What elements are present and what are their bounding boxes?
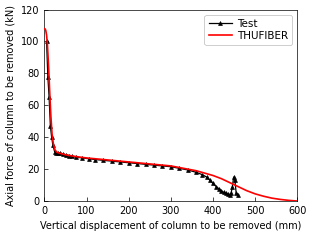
Test: [80, 156, 84, 159]
Test: [61, 153, 65, 155]
THUFIBER: [85, 156, 89, 159]
Test: [51, 144, 55, 147]
THUFIBER: [144, 162, 148, 165]
THUFIBER: [43, 27, 47, 30]
Y-axis label: Axial force of column to be removed (kN): Axial force of column to be removed (kN): [6, 5, 16, 206]
Test: [48, 125, 52, 128]
THUFIBER: [270, 197, 274, 200]
Legend: Test, THUFIBER: Test, THUFIBER: [204, 15, 292, 45]
THUFIBER: [152, 163, 156, 166]
Test: [217, 188, 221, 191]
THUFIBER: [50, 132, 54, 135]
Test: [231, 185, 234, 188]
THUFIBER: [161, 164, 164, 167]
THUFIBER: [169, 164, 173, 167]
Test: [228, 193, 232, 196]
Test: [67, 154, 71, 157]
THUFIBER: [119, 160, 122, 163]
X-axis label: Vertical displacement of column to be removed (mm): Vertical displacement of column to be re…: [40, 221, 302, 232]
THUFIBER: [245, 189, 249, 192]
Test: [186, 169, 190, 171]
Test: [161, 164, 164, 167]
Test: [59, 152, 62, 155]
THUFIBER: [102, 158, 105, 161]
THUFIBER: [295, 200, 299, 202]
THUFIBER: [61, 153, 65, 155]
THUFIBER: [203, 172, 207, 174]
THUFIBER: [48, 96, 52, 99]
Line: THUFIBER: THUFIBER: [45, 29, 297, 201]
THUFIBER: [58, 152, 61, 155]
THUFIBER: [68, 154, 72, 157]
THUFIBER: [279, 198, 282, 201]
Test: [110, 160, 114, 163]
Test: [178, 167, 181, 170]
THUFIBER: [53, 149, 57, 151]
Test: [50, 136, 53, 139]
Test: [220, 189, 223, 192]
Test: [45, 40, 48, 43]
Test: [152, 164, 156, 167]
Test: [211, 182, 215, 185]
THUFIBER: [78, 156, 82, 159]
THUFIBER: [236, 185, 240, 188]
Test: [47, 96, 51, 99]
Test: [135, 162, 139, 165]
THUFIBER: [178, 166, 181, 169]
Test: [144, 163, 148, 166]
THUFIBER: [110, 159, 114, 162]
THUFIBER: [253, 192, 257, 195]
Test: [46, 75, 50, 78]
Test: [233, 179, 237, 182]
Test: [234, 192, 238, 195]
Test: [119, 160, 122, 163]
Test: [64, 153, 67, 156]
THUFIBER: [43, 27, 46, 30]
THUFIBER: [262, 195, 266, 198]
Test: [54, 152, 58, 155]
THUFIBER: [220, 177, 223, 180]
Test: [169, 165, 173, 168]
Test: [87, 157, 90, 160]
THUFIBER: [55, 151, 59, 154]
Test: [74, 156, 78, 159]
Test: [102, 159, 105, 162]
THUFIBER: [194, 169, 198, 172]
THUFIBER: [64, 153, 67, 156]
THUFIBER: [44, 29, 48, 32]
THUFIBER: [46, 59, 50, 62]
Test: [205, 176, 208, 178]
THUFIBER: [49, 114, 53, 116]
THUFIBER: [46, 43, 49, 46]
Line: Test: Test: [45, 40, 240, 196]
THUFIBER: [186, 168, 190, 171]
Test: [56, 152, 60, 155]
THUFIBER: [287, 199, 291, 202]
THUFIBER: [135, 161, 139, 164]
Test: [70, 155, 74, 158]
Test: [127, 161, 131, 164]
Test: [226, 192, 230, 195]
Test: [232, 176, 236, 178]
THUFIBER: [228, 181, 232, 184]
THUFIBER: [211, 174, 215, 177]
THUFIBER: [127, 160, 131, 163]
THUFIBER: [45, 34, 48, 36]
Test: [224, 192, 227, 195]
THUFIBER: [93, 157, 97, 160]
THUFIBER: [51, 142, 55, 145]
Test: [93, 158, 97, 161]
Test: [208, 179, 212, 182]
Test: [201, 173, 204, 176]
Test: [222, 191, 225, 194]
Test: [194, 171, 198, 174]
Test: [236, 193, 240, 196]
THUFIBER: [73, 155, 77, 158]
Test: [53, 150, 56, 153]
Test: [214, 185, 218, 188]
THUFIBER: [47, 77, 51, 80]
Test: [229, 192, 233, 195]
